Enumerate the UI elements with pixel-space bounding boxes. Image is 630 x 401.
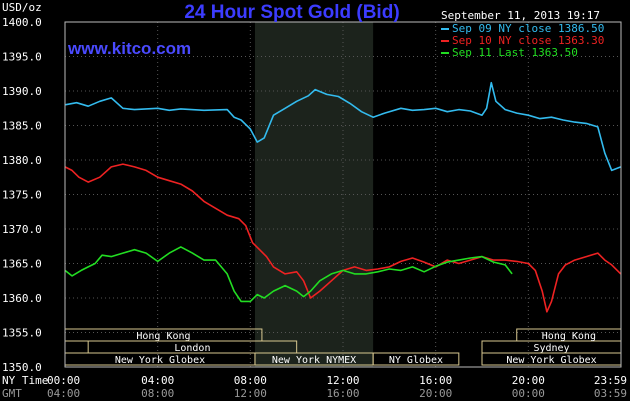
x-tick-labels: 00:0004:0004:0008:0008:0012:0012:0016:00… <box>47 374 627 400</box>
y-tick-label: 1395.0 <box>2 51 42 64</box>
market-session-label: NY Globex <box>389 355 443 366</box>
x-tick-label-ny: 04:00 <box>141 374 174 387</box>
x-tick-label-ny: 08:00 <box>234 374 267 387</box>
market-session-label: Hong Kong <box>136 331 190 342</box>
market-session-label: Hong Kong <box>542 331 596 342</box>
chart-timestamp: September 11, 2013 19:17 <box>441 9 600 22</box>
x-tick-label-ny: 20:00 <box>512 374 545 387</box>
gmt-row-label: GMT <box>2 387 22 400</box>
x-tick-label-gmt: 04:00 <box>47 387 80 400</box>
kitco-brand-link[interactable]: www.kitco.com <box>67 39 191 58</box>
y-tick-labels: 1350.0 1355.0 1360.0 1365.0 1370.0 1375.0 1380… <box>2 16 42 374</box>
y-tick-label: 1370.0 <box>2 223 42 236</box>
legend-entry: Sep 10 NY close 1363.30 <box>452 34 604 47</box>
market-session-label: New York Globex <box>115 355 205 366</box>
x-tick-label-gmt: 12:00 <box>234 387 267 400</box>
market-session-label: Sydney <box>533 343 569 354</box>
legend-entry: Sep 09 NY close 1386.50 <box>452 22 604 35</box>
nymex-shaded-region <box>254 22 374 367</box>
y-tick-label: 1385.0 <box>2 120 42 133</box>
x-tick-label-ny: 16:00 <box>419 374 452 387</box>
plot-frame <box>64 21 622 368</box>
legend-entry: Sep 11 Last 1363.50 <box>452 46 578 59</box>
y-axis-unit-label: USD/oz <box>2 1 42 14</box>
x-tick-label-ny: 00:00 <box>47 374 80 387</box>
y-tick-label: 1350.0 <box>2 361 42 374</box>
market-session-bar <box>372 352 460 366</box>
x-tick-label-gmt: 00:00 <box>512 387 545 400</box>
x-tick-label-ny: 23:59 <box>594 374 627 387</box>
market-session-label: New York NYMEX <box>272 355 356 366</box>
shaded-region-rect <box>254 22 374 367</box>
market-session-label: London <box>174 343 210 354</box>
x-tick-label-gmt: 03:59 <box>594 387 627 400</box>
x-tick-label-gmt: 16:00 <box>326 387 359 400</box>
y-tick-label: 1355.0 <box>2 327 42 340</box>
ny-time-row-label: NY Time <box>2 374 48 387</box>
series-lines <box>64 81 622 313</box>
x-tick-label-ny: 12:00 <box>326 374 359 387</box>
x-tick-label-gmt: 20:00 <box>419 387 452 400</box>
y-tick-label: 1400.0 <box>2 16 42 29</box>
x-tick-label-gmt: 08:00 <box>141 387 174 400</box>
y-tick-label: 1390.0 <box>2 85 42 98</box>
y-tick-label: 1360.0 <box>2 292 42 305</box>
chart-title: 24 Hour Spot Gold (Bid) <box>184 2 399 23</box>
series-line <box>64 246 513 303</box>
y-tick-label: 1365.0 <box>2 258 42 271</box>
y-tick-label: 1380.0 <box>2 154 42 167</box>
y-tick-label: 1375.0 <box>2 189 42 202</box>
market-session-label: New York Globex <box>506 355 596 366</box>
series-line <box>64 81 622 172</box>
